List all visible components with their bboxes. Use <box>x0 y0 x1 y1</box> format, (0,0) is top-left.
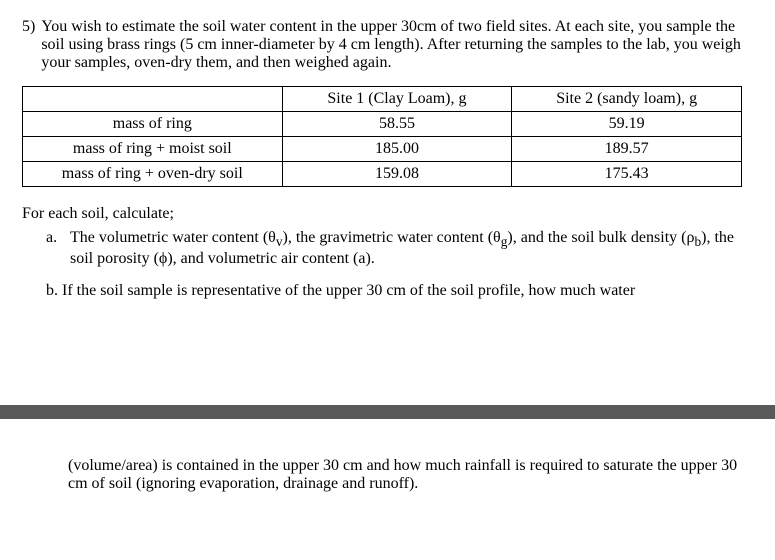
cell: 59.19 <box>512 112 742 137</box>
cell: 175.43 <box>512 162 742 187</box>
question-number: 5) <box>22 18 41 72</box>
sub-item-a: a. The volumetric water content (θv), th… <box>46 229 753 268</box>
sub-text-b: If the soil sample is representative of … <box>62 282 635 299</box>
cell: 185.00 <box>282 137 512 162</box>
row-label: mass of ring <box>23 112 283 137</box>
sub-letter-b: b. <box>46 282 58 299</box>
row-label: mass of ring + moist soil <box>23 137 283 162</box>
cell: 189.57 <box>512 137 742 162</box>
table-row: mass of ring + oven-dry soil 159.08 175.… <box>23 162 742 187</box>
followup-text: For each soil, calculate; <box>22 205 753 223</box>
sub-item-b: b. If the soil sample is representative … <box>46 282 753 300</box>
table-row: mass of ring + moist soil 185.00 189.57 <box>23 137 742 162</box>
sub-text-a: The volumetric water content (θv), the g… <box>70 229 753 268</box>
question-prompt: You wish to estimate the soil water cont… <box>41 18 753 72</box>
cell: 58.55 <box>282 112 512 137</box>
col-header-site1: Site 1 (Clay Loam), g <box>282 87 512 112</box>
data-table: Site 1 (Clay Loam), g Site 2 (sandy loam… <box>22 86 742 187</box>
col-header-site2: Site 2 (sandy loam), g <box>512 87 742 112</box>
row-label: mass of ring + oven-dry soil <box>23 162 283 187</box>
sub-letter-a: a. <box>46 229 70 268</box>
question-block: 5) You wish to estimate the soil water c… <box>22 18 753 72</box>
cell: 159.08 <box>282 162 512 187</box>
col-header-blank <box>23 87 283 112</box>
page-divider <box>0 405 775 419</box>
table-row: mass of ring 58.55 59.19 <box>23 112 742 137</box>
page2-continuation: (volume/area) is contained in the upper … <box>68 457 753 493</box>
table-header-row: Site 1 (Clay Loam), g Site 2 (sandy loam… <box>23 87 742 112</box>
